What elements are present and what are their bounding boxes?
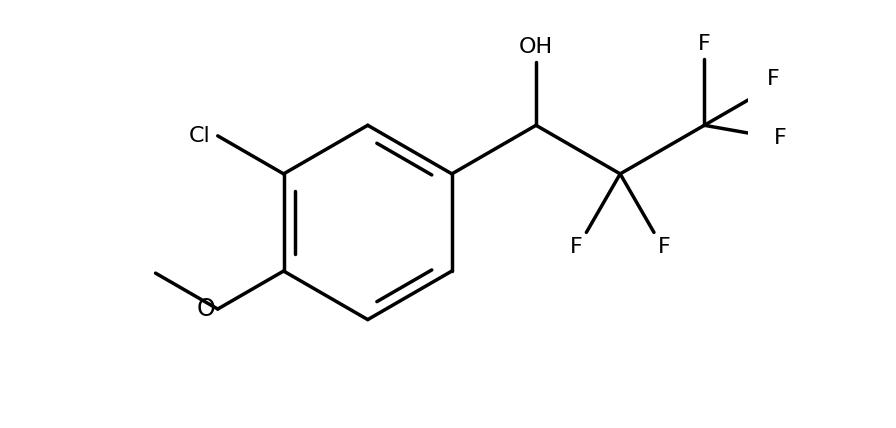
Text: F: F bbox=[698, 34, 711, 54]
Text: F: F bbox=[569, 237, 582, 257]
Text: O: O bbox=[196, 297, 215, 321]
Text: OH: OH bbox=[519, 37, 553, 57]
Text: F: F bbox=[766, 69, 780, 89]
Text: F: F bbox=[774, 128, 787, 149]
Text: F: F bbox=[659, 237, 671, 257]
Text: Cl: Cl bbox=[189, 126, 211, 146]
